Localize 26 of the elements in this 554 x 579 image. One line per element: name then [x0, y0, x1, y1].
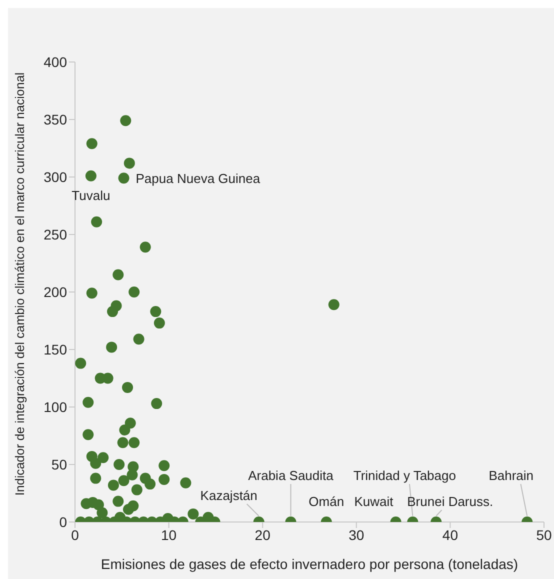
- y-tick-label: 400: [44, 54, 68, 70]
- y-tick-label: 150: [44, 341, 68, 358]
- y-tick-label: 300: [44, 168, 68, 185]
- x-tick-label: 10: [161, 526, 177, 543]
- y-tick-label: 200: [44, 284, 68, 300]
- x-tick-label: 40: [442, 526, 458, 543]
- y-tick-label: 50: [51, 456, 68, 472]
- x-tick-label: 20: [254, 526, 271, 543]
- annotation: Tuvalu: [72, 188, 110, 203]
- x-axis-title: Emisiones de gases de efecto invernadero por persona (toneladas): [100, 556, 518, 572]
- annotation: Kazajstán: [200, 488, 258, 503]
- y-tick-label: 250: [44, 226, 68, 242]
- annotation: Bahrain: [488, 468, 534, 483]
- y-axis-title: Indicador de integración del cambio climático en el marco curricular nacional: [13, 72, 27, 496]
- y-tick-label: 350: [44, 111, 68, 128]
- x-tick-label: 0: [71, 526, 80, 543]
- annotation: Arabia Saudita: [248, 468, 334, 483]
- annotation: Kuwait: [354, 494, 394, 509]
- y-tick-label: 0: [59, 514, 68, 530]
- x-tick-label: 30: [348, 526, 364, 543]
- annotation: Omán: [308, 494, 344, 509]
- y-tick-label: 100: [44, 398, 68, 415]
- annotation: Trinidad y Tabago: [353, 468, 456, 483]
- x-tick-label: 50: [536, 526, 552, 543]
- annotation: Brunei Daruss.: [407, 494, 494, 509]
- annotation: Papua Nueva Guinea: [136, 171, 261, 186]
